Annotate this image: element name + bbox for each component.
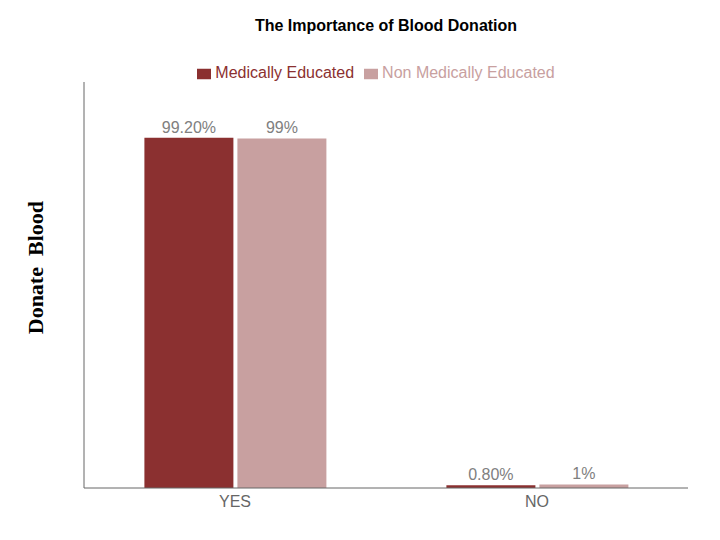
svg-text:NO: NO: [525, 493, 549, 510]
html-text:Medically Educated: Medically Educated: [215, 64, 355, 81]
svg-text:0.80%: 0.80%: [468, 466, 513, 483]
html-text:The Importance of Blood Donati: The Importance of Blood Donation: [254, 17, 518, 34]
html-text:Donate Blood: Donate Blood: [23, 201, 48, 335]
svg-text:99.20%: 99.20%: [162, 119, 216, 136]
svg-text:YES: YES: [219, 493, 251, 510]
svg-text:99%: 99%: [266, 119, 298, 136]
svg-text:1%: 1%: [572, 465, 595, 482]
html-text:Non Medically Educated: Non Medically Educated: [382, 64, 555, 81]
